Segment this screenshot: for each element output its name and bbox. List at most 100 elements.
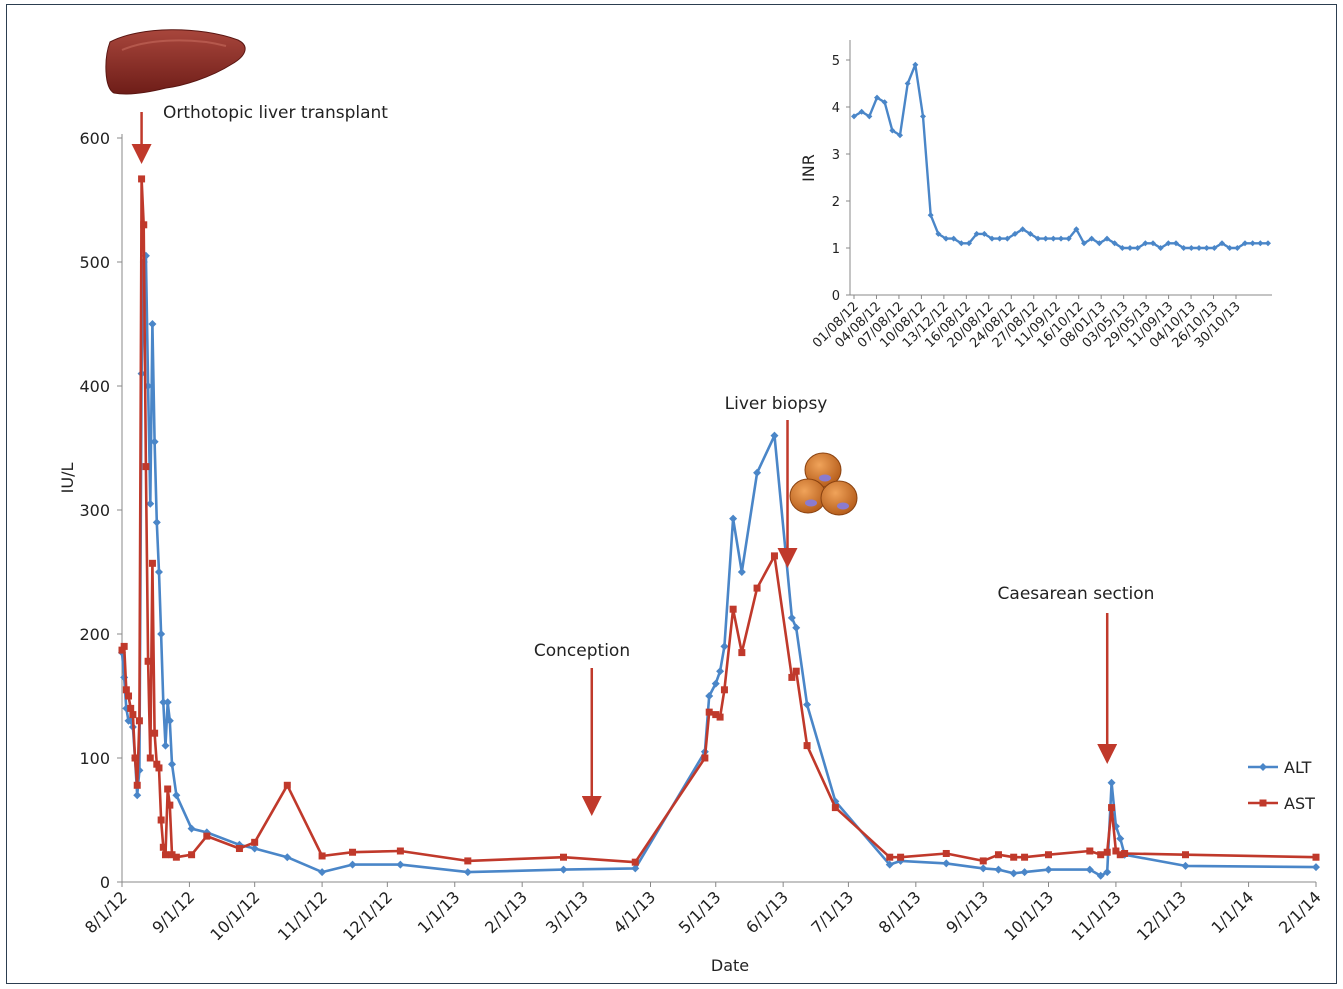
inset-data-point-inr [1081,240,1087,247]
data-point-ast [144,657,152,665]
liver-icon [105,29,246,95]
data-point-alt [187,824,196,833]
data-point-alt [1096,871,1105,880]
inset-data-point-inr [1088,235,1095,242]
data-point-ast [1086,847,1094,855]
x-tick-label: 7/1/13 [807,887,857,937]
inset-data-point-inr [950,235,957,242]
data-point-alt [792,623,801,632]
inset-y-tick-label: 2 [832,195,840,210]
data-point-ast [120,642,128,650]
inset-data-point-inr [858,108,865,115]
data-point-ast [133,781,141,789]
inset-data-point-inr [935,230,942,237]
data-point-alt [318,868,327,877]
data-point-ast [251,838,259,846]
x-tick-label: 5/1/13 [675,887,725,937]
legend-label: AST [1284,794,1315,813]
data-point-ast [318,852,326,860]
inset-data-point-inr [1257,240,1264,247]
data-point-ast [172,853,180,861]
data-point-alt [559,865,568,874]
data-point-ast [716,713,724,721]
inset-data-point-inr [1119,245,1126,251]
data-point-ast [631,858,639,866]
data-point-alt [631,864,640,873]
data-point-alt [159,698,168,707]
data-point-alt [994,865,1003,874]
legend-item-alt: ALT [1248,758,1312,777]
legend-item-ast: AST [1248,794,1315,813]
data-point-ast [153,760,161,768]
inset-data-point-inr [1134,245,1141,251]
data-point-ast [1182,851,1190,859]
inset-y-tick-label: 4 [832,101,840,116]
x-tick-label: 11/1/13 [1068,887,1125,944]
data-point-alt [787,613,796,622]
annotation-label: Conception [534,641,630,661]
inset-data-point-inr [1019,226,1026,233]
x-tick-label: 8/1/13 [875,887,925,937]
data-point-ast [138,175,146,183]
inset-data-point-inr [1042,235,1049,242]
series-ast [118,175,1320,866]
inset-data-point-inr [1249,240,1256,247]
data-point-alt [150,437,159,446]
inset-y-tick-label: 5 [832,54,840,69]
inset-data-point-inr [1127,245,1133,251]
series-line-ast [120,177,1317,864]
inset-data-point-inr [920,113,926,120]
data-point-ast [792,667,800,675]
data-point-ast [942,849,950,857]
data-point-ast [118,646,126,654]
data-point-alt [133,791,142,800]
inset-data-point-inr [1035,235,1041,242]
x-tick-label: 12/1/12 [339,887,396,944]
legend-swatch-marker [1259,763,1267,771]
inset-data-point-inr [1203,245,1210,251]
data-point-ast [1116,851,1124,859]
inset-data-point-inr [1050,235,1057,242]
x-tick-label: 12/1/13 [1133,887,1190,944]
data-point-ast [559,853,567,861]
x-tick-label: 10/1/12 [206,887,263,944]
data-point-alt [161,741,170,750]
inset-data-point-inr [958,240,965,247]
data-point-ast [994,851,1002,859]
data-point-alt [1009,869,1018,878]
data-point-ast [770,552,778,560]
data-point-alt [168,760,177,769]
data-point-ast [701,754,709,762]
inset-y-tick-label: 3 [832,148,840,163]
inset-data-point-inr [1165,240,1172,247]
annotation: Orthotopic liver transplant [131,103,388,164]
data-point-alt [463,868,472,877]
data-point-ast [129,711,137,719]
x-tick-label: 1/1/14 [1208,887,1258,937]
data-point-alt [705,692,714,700]
x-tick-label: 1/1/13 [414,887,464,937]
data-point-ast [127,704,135,712]
inset-data-point-inr [874,94,880,101]
data-point-ast [738,649,746,657]
inset-data-point-inr [1096,240,1103,247]
main-series [118,175,1320,880]
data-point-ast [166,801,174,809]
data-point-ast [155,764,163,772]
inset-data-point-inr [881,99,888,106]
data-point-ast [897,853,905,861]
x-tick-label: 6/1/13 [742,887,792,937]
data-point-alt [770,431,779,440]
data-point-ast [1108,804,1116,812]
x-tick-label: 2/1/14 [1275,887,1325,937]
data-point-ast [396,847,404,855]
data-point-ast [349,848,357,856]
data-point-ast [164,785,172,793]
data-point-ast [705,708,713,716]
data-point-ast [159,843,167,851]
annotations: Orthotopic liver transplant Conception Liv… [131,103,1154,816]
x-tick-label: 10/1/13 [1000,887,1057,944]
inset-data-point-inr [1180,245,1187,251]
data-point-alt [1044,865,1053,874]
data-point-alt [711,679,720,688]
